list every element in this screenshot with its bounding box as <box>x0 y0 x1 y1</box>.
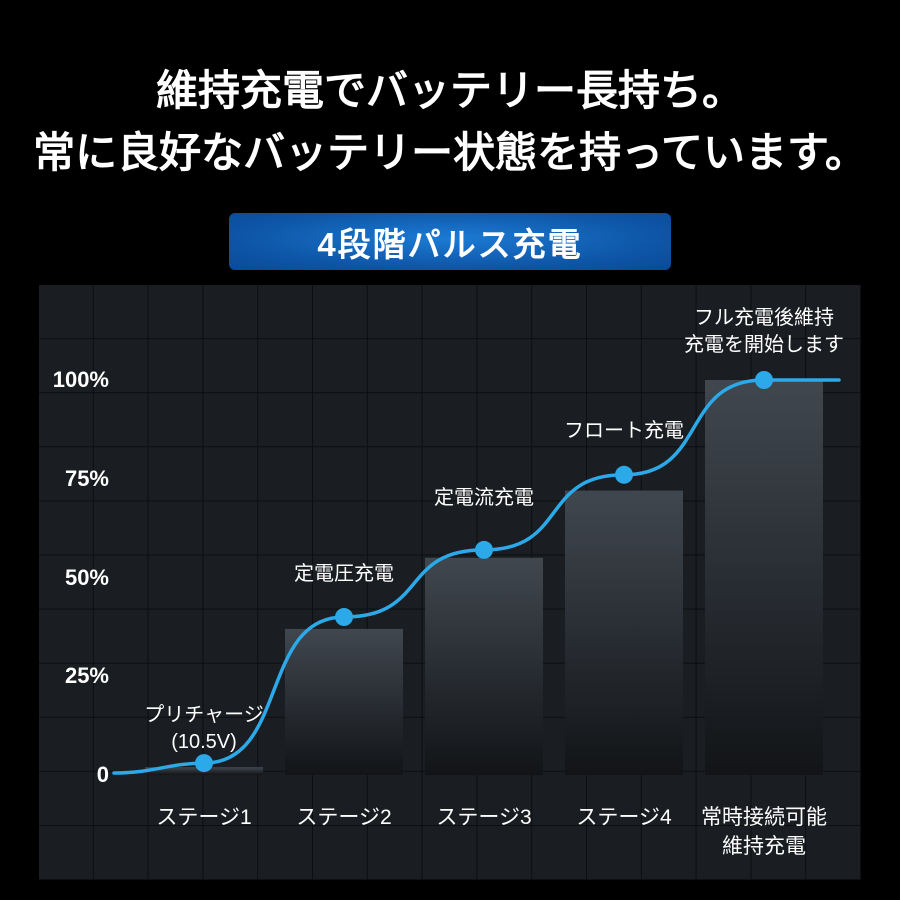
annotation-line: プリチャージ <box>144 704 264 726</box>
stage-point <box>475 540 493 559</box>
y-axis-tick-25: 25% <box>64 663 109 689</box>
charge-curve <box>112 378 841 775</box>
x-label-stage1: ステージ1 <box>119 803 289 832</box>
annotation-line: (10.5V) <box>171 731 237 753</box>
y-axis-tick-100: 100% <box>52 367 109 392</box>
stage-point <box>755 371 773 389</box>
chart-title-banner: 4段階パルス充電 <box>229 213 671 270</box>
x-label-line: ステージ1 <box>156 806 252 829</box>
annotation-line: 定電圧充電 <box>294 563 394 585</box>
annotation-full-charge-note: フル充電後維持 充電を開始します <box>654 305 874 359</box>
page-title: 維持充電でバッテリー長持ち。 常に良好なバッテリー状態を持っています。 <box>0 60 900 184</box>
annotation-line: 定電流充電 <box>434 487 534 509</box>
annotation-line: フル充電後維持 <box>694 307 834 329</box>
stage-point <box>195 754 213 773</box>
x-label-line: ステージ4 <box>576 806 672 829</box>
x-label-stage4: ステージ4 <box>539 803 709 832</box>
x-label-line: 常時接続可能 <box>701 806 827 829</box>
chart-title: 4段階パルス充電 <box>317 225 583 263</box>
stage-bar <box>425 557 543 776</box>
annotation-line: 充電を開始します <box>684 334 844 356</box>
annotation-line: フロート充電 <box>564 420 684 442</box>
stage-bar <box>285 628 403 775</box>
chart-labels: 100% 75% 50% 25% 0 プリチャージ (10.5V) 定電圧充電 … <box>39 285 861 880</box>
x-label-line: ステージ2 <box>296 806 392 829</box>
stage-bar <box>705 380 823 775</box>
chart-canvas <box>39 285 861 880</box>
x-label-line: 維持充電 <box>722 835 806 858</box>
stage-point <box>335 608 353 626</box>
y-axis-tick-0: 0 <box>96 762 109 787</box>
x-label-maintenance: 常時接続可能 維持充電 <box>679 803 849 861</box>
pulse-charge-chart: 100% 75% 50% 25% 0 プリチャージ (10.5V) 定電圧充電 … <box>39 285 861 880</box>
annotation-float-charge: フロート充電 <box>514 418 734 445</box>
x-label-stage3: ステージ3 <box>399 803 569 832</box>
x-label-line: ステージ3 <box>436 806 532 829</box>
y-axis-tick-50: 50% <box>64 564 109 590</box>
y-axis-tick-75: 75% <box>64 465 109 491</box>
stage-bar <box>565 490 683 775</box>
annotation-precharge: プリチャージ (10.5V) <box>94 702 314 756</box>
x-label-stage2: ステージ2 <box>259 803 429 832</box>
heading-line-1: 維持充電でバッテリー長持ち。 <box>155 67 744 114</box>
annotation-constant-voltage: 定電圧充電 <box>234 561 454 588</box>
annotation-constant-current: 定電流充電 <box>374 485 594 512</box>
heading-line-2: 常に良好なバッテリー状態を持っています。 <box>33 129 867 176</box>
stage-point <box>615 465 633 484</box>
